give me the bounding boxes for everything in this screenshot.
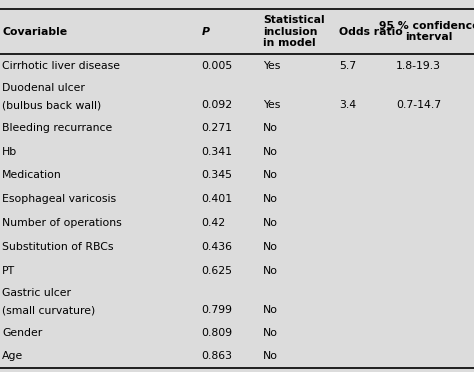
Text: 95 % confidence
interval: 95 % confidence interval [379,21,474,42]
Text: Medication: Medication [2,170,62,180]
Text: Number of operations: Number of operations [2,218,122,228]
Text: 0.42: 0.42 [201,218,226,228]
Text: (small curvature): (small curvature) [2,305,96,315]
Text: Cirrhotic liver disease: Cirrhotic liver disease [2,61,120,71]
Text: Duodenal ulcer: Duodenal ulcer [2,83,85,93]
Text: 0.271: 0.271 [201,123,232,133]
Text: Odds ratio: Odds ratio [339,27,402,36]
Text: No: No [263,305,278,315]
Text: No: No [263,242,278,252]
Text: 0.092: 0.092 [201,100,233,110]
Text: 0.625: 0.625 [201,266,232,276]
Text: Statistical
inclusion
in model: Statistical inclusion in model [263,15,325,48]
Text: (bulbus back wall): (bulbus back wall) [2,100,101,110]
Text: No: No [263,170,278,180]
Text: 3.4: 3.4 [339,100,356,110]
Text: 0.436: 0.436 [201,242,232,252]
Text: PT: PT [2,266,16,276]
Text: No: No [263,194,278,204]
Text: 0.863: 0.863 [201,352,232,361]
Text: No: No [263,352,278,361]
Text: Hb: Hb [2,147,18,157]
Text: No: No [263,266,278,276]
Text: 1.8-19.3: 1.8-19.3 [396,61,441,71]
Text: Substitution of RBCs: Substitution of RBCs [2,242,114,252]
Text: Esophageal varicosis: Esophageal varicosis [2,194,117,204]
Text: No: No [263,147,278,157]
Text: Yes: Yes [263,61,281,71]
Text: Gastric ulcer: Gastric ulcer [2,288,72,298]
Text: No: No [263,218,278,228]
Text: 5.7: 5.7 [339,61,356,71]
Text: Covariable: Covariable [2,27,67,36]
Text: 0.7-14.7: 0.7-14.7 [396,100,441,110]
Text: No: No [263,328,278,338]
Text: Bleeding recurrance: Bleeding recurrance [2,123,113,133]
Text: P: P [201,27,210,36]
Text: 0.005: 0.005 [201,61,233,71]
Text: 0.799: 0.799 [201,305,232,315]
Text: Gender: Gender [2,328,43,338]
Text: 0.809: 0.809 [201,328,233,338]
Text: 0.345: 0.345 [201,170,232,180]
Text: 0.341: 0.341 [201,147,232,157]
Text: No: No [263,123,278,133]
Text: Age: Age [2,352,24,361]
Text: 0.401: 0.401 [201,194,233,204]
Text: Yes: Yes [263,100,281,110]
